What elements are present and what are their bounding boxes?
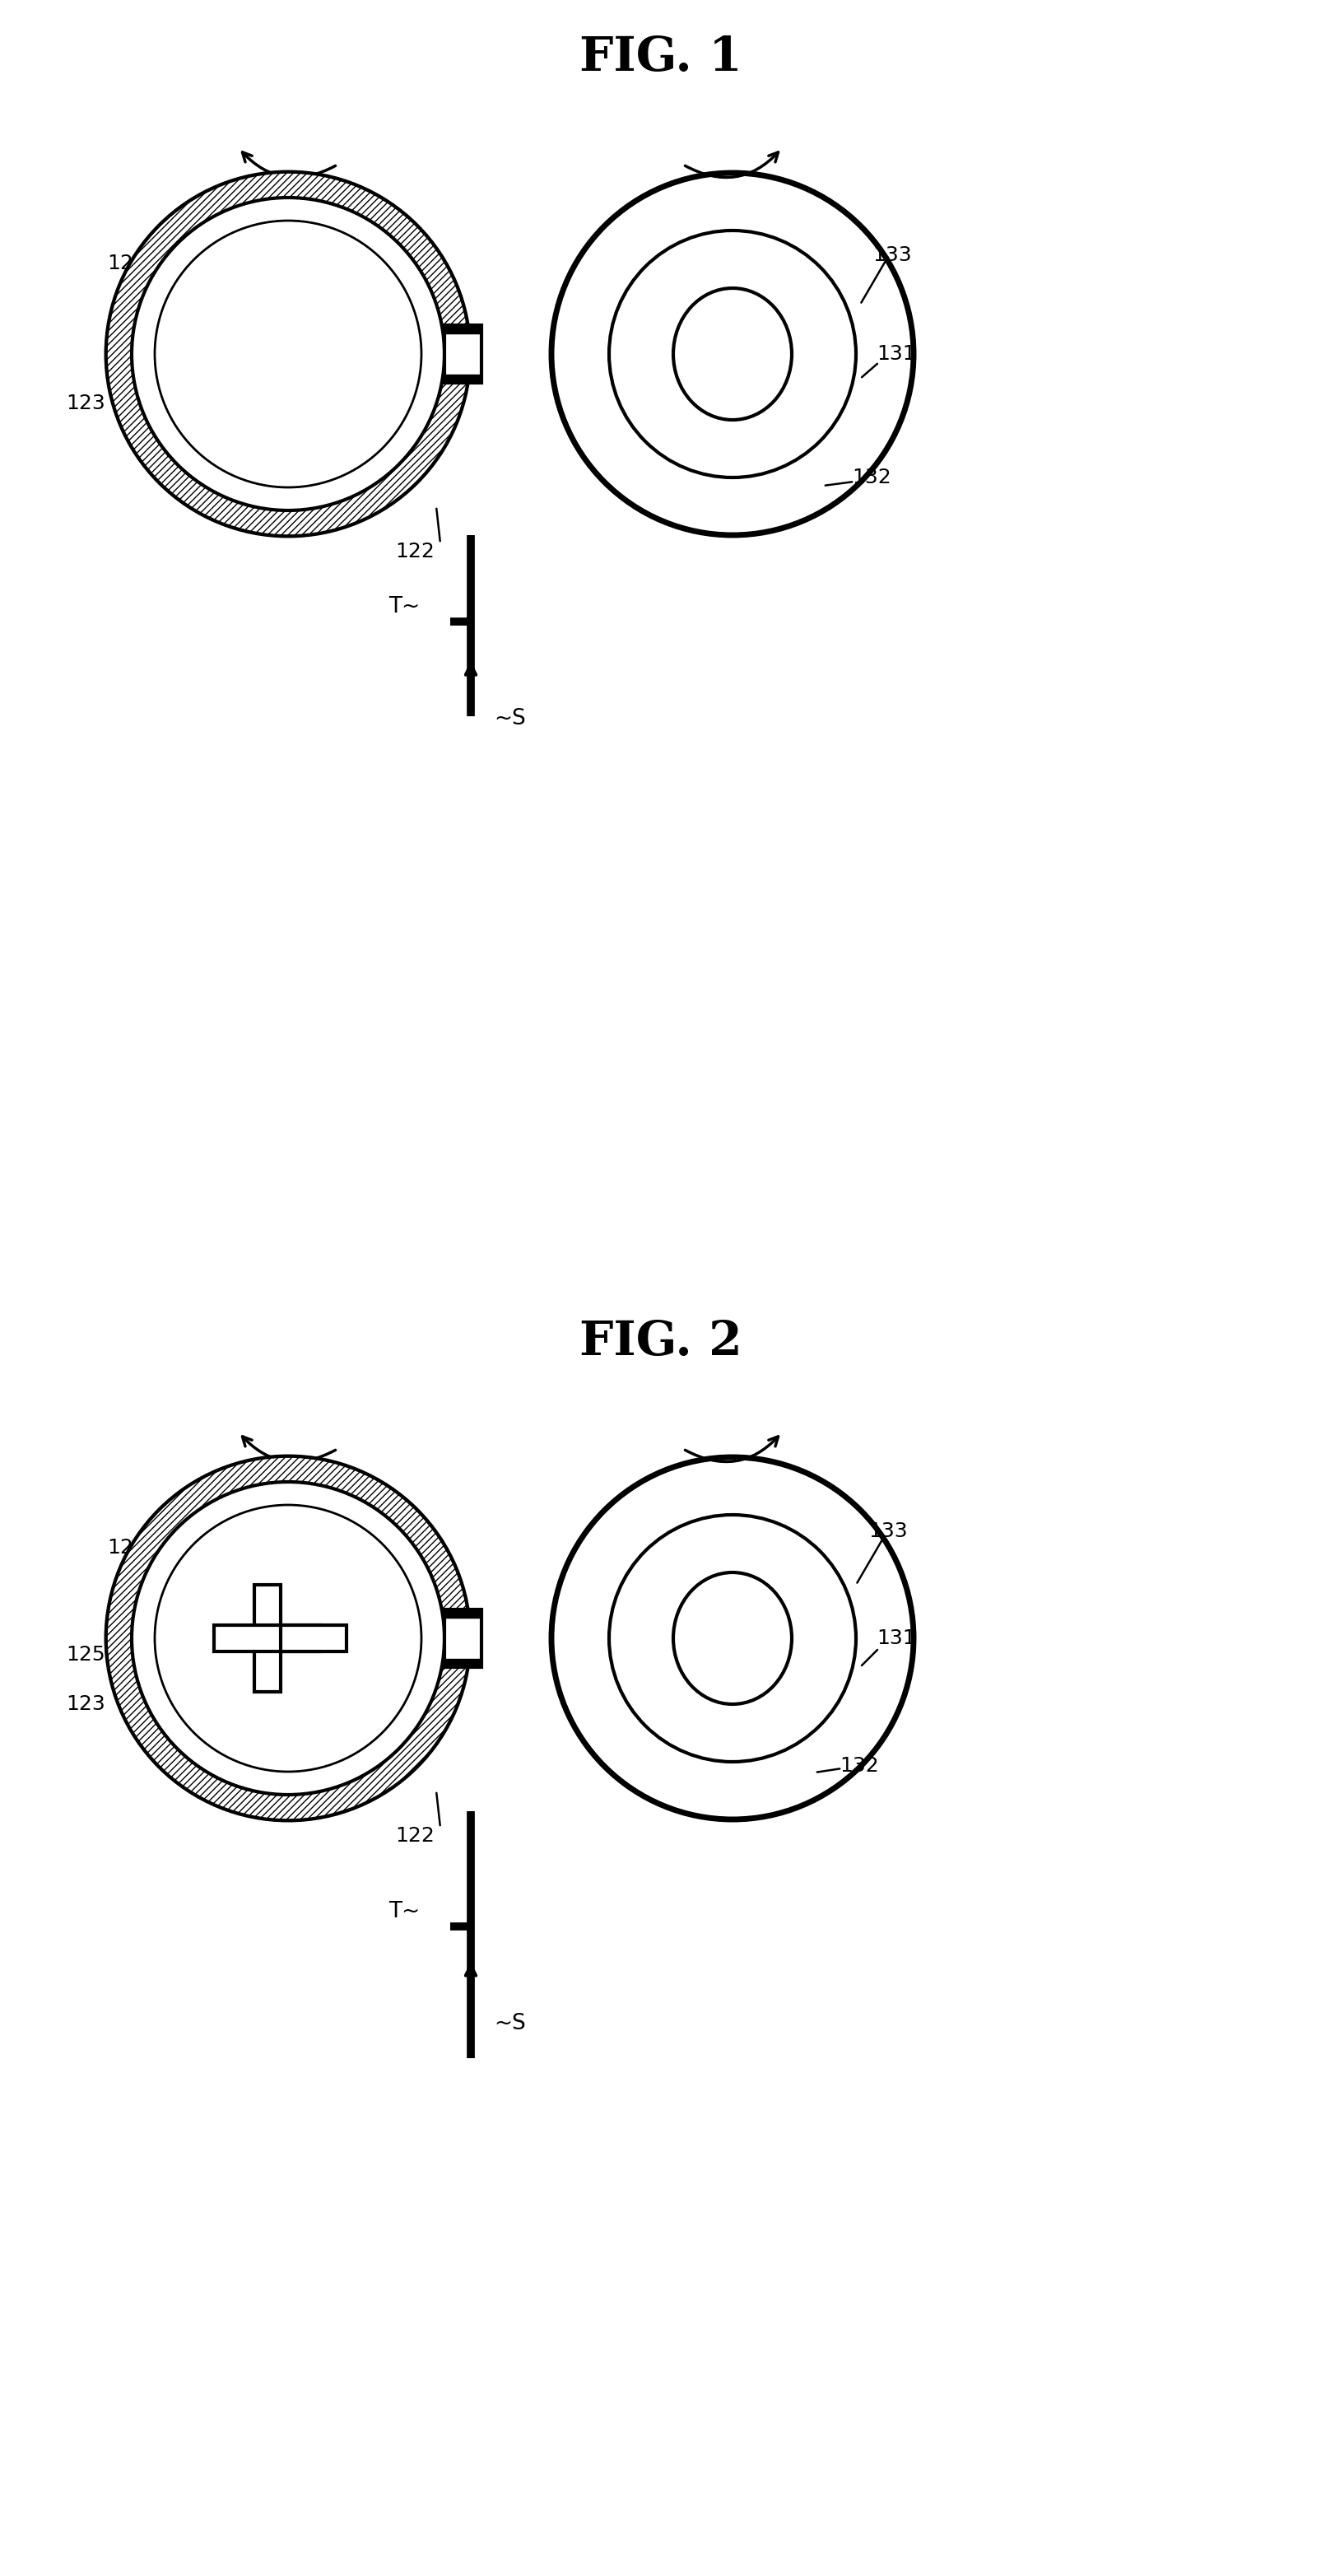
Bar xyxy=(444,1659,481,1667)
Text: 122: 122 xyxy=(395,541,435,562)
Text: 122: 122 xyxy=(395,1826,435,1847)
Circle shape xyxy=(155,222,421,487)
Circle shape xyxy=(551,173,913,536)
Text: T~: T~ xyxy=(388,595,420,618)
Text: ~S: ~S xyxy=(494,708,526,729)
Bar xyxy=(444,325,481,384)
Bar xyxy=(214,1625,321,1651)
Text: T~: T~ xyxy=(388,1901,420,1922)
Circle shape xyxy=(155,1504,421,1772)
Text: 132: 132 xyxy=(851,469,890,487)
Text: ~S: ~S xyxy=(494,2012,526,2035)
Text: FIG. 2: FIG. 2 xyxy=(579,1319,742,1365)
Text: 121: 121 xyxy=(107,252,147,273)
Circle shape xyxy=(609,1515,856,1762)
Text: 132: 132 xyxy=(839,1757,878,1775)
Text: 123: 123 xyxy=(66,394,106,412)
Bar xyxy=(444,1610,481,1667)
Circle shape xyxy=(132,1481,444,1795)
Text: FIG. 1: FIG. 1 xyxy=(579,33,742,80)
Text: 131: 131 xyxy=(876,1628,915,1649)
Circle shape xyxy=(107,173,469,536)
Text: 121: 121 xyxy=(107,1538,147,1558)
Bar xyxy=(280,1625,346,1651)
Circle shape xyxy=(107,1458,469,1819)
Text: 131: 131 xyxy=(876,345,915,363)
Bar xyxy=(444,325,481,332)
Bar xyxy=(444,1610,481,1618)
Text: 125: 125 xyxy=(66,1646,104,1664)
Bar xyxy=(254,1584,280,1692)
Bar xyxy=(444,374,481,384)
Circle shape xyxy=(551,1458,913,1819)
Text: 133: 133 xyxy=(872,245,911,265)
Circle shape xyxy=(132,198,444,510)
Text: 123: 123 xyxy=(66,1695,106,1713)
Text: 133: 133 xyxy=(868,1522,908,1540)
Circle shape xyxy=(609,229,856,477)
Ellipse shape xyxy=(672,289,791,420)
Ellipse shape xyxy=(672,1571,791,1705)
